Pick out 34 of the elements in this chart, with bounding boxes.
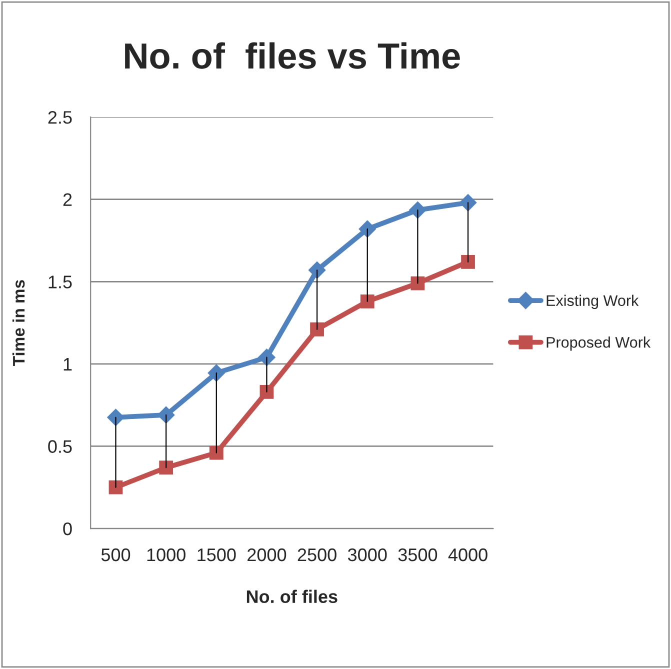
y-tick-label: 2.5 xyxy=(48,111,72,124)
legend-label: Existing Work xyxy=(546,294,639,310)
point xyxy=(258,348,276,366)
x-tick-label: 2000 xyxy=(248,548,286,562)
legend-label: Proposed Work xyxy=(546,336,651,351)
y-tick-label: 2 xyxy=(63,193,72,206)
x-tick-label: 4000 xyxy=(448,548,488,562)
y-tick-label: 0.5 xyxy=(48,440,72,453)
x-tick-label: 2500 xyxy=(298,548,336,562)
x-tick-label: 500 xyxy=(101,548,130,562)
point xyxy=(360,294,374,308)
x-axis-title: No. of files xyxy=(246,590,338,604)
point xyxy=(208,364,225,382)
point xyxy=(459,194,477,212)
y-tick-label: 0 xyxy=(63,522,72,536)
point xyxy=(358,220,376,238)
point xyxy=(409,202,426,219)
point xyxy=(260,384,274,399)
x-tick-label: 1500 xyxy=(198,548,236,562)
point xyxy=(108,480,123,494)
x-tick-label: 3500 xyxy=(398,548,438,562)
point xyxy=(209,446,224,460)
x-tick-label: 1000 xyxy=(147,548,186,562)
point xyxy=(461,254,475,269)
point xyxy=(158,406,175,424)
y-tick-label: 1.5 xyxy=(48,276,72,288)
y-axis-title: Time in ms xyxy=(12,280,25,366)
point xyxy=(159,460,174,475)
chart-title: No. of files vs Time xyxy=(125,42,460,69)
y-tick-label: 1 xyxy=(64,358,72,370)
point xyxy=(308,262,326,279)
x-tick-label: 3000 xyxy=(348,548,387,562)
point xyxy=(410,276,425,290)
point xyxy=(310,322,324,336)
